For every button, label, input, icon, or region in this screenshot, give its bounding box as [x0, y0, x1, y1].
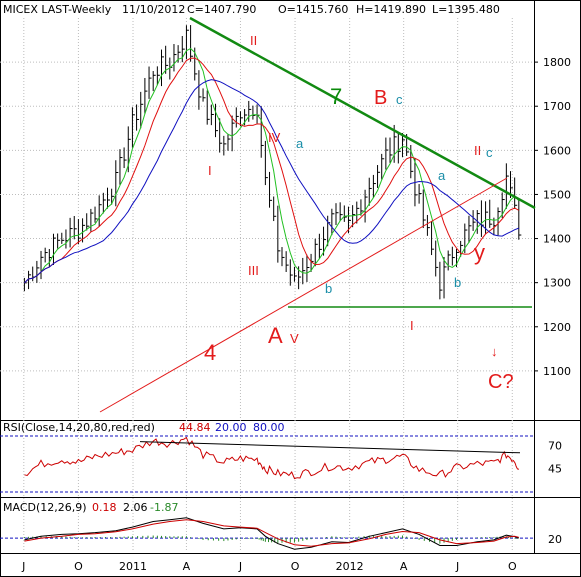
- label-wave-IV: IV: [268, 130, 281, 145]
- header-open: O=1415.760: [278, 3, 348, 16]
- header-high: H=1419.890: [356, 3, 426, 16]
- macd-panel: [0, 517, 534, 550]
- header-symbol: MICEX LAST-Weekly: [3, 3, 112, 16]
- rsi-panel: [0, 435, 534, 493]
- macd-signal-value: 2.06: [123, 501, 148, 514]
- label-arrow-down: ↓: [491, 344, 498, 359]
- label-wave-I-1: I: [208, 163, 212, 178]
- label-wave-A: A: [268, 323, 283, 348]
- x-tick-label: J: [238, 560, 242, 573]
- x-tick-label: J: [21, 560, 25, 573]
- macd-label: MACD(12,26,9): [3, 501, 87, 514]
- label-wave-a-2: a: [438, 168, 446, 183]
- x-tick-label: 2011: [119, 560, 147, 573]
- y-tick-label: 1400: [543, 233, 571, 246]
- macd-y-tick-label: 20: [548, 533, 562, 546]
- label-trend-4: 4: [204, 340, 216, 365]
- macd-hist-value: -1.87: [150, 501, 178, 514]
- header-low: L=1395.480: [432, 3, 500, 16]
- rsi-value: 44.84: [179, 421, 211, 434]
- macd-value: 0.18: [92, 501, 117, 514]
- price-panel: [23, 25, 522, 300]
- rsi-trendline: [139, 441, 521, 454]
- y-tick-label: 1300: [543, 277, 571, 290]
- y-tick-label: 1800: [543, 56, 571, 69]
- rsi-y-tick-label: 70: [548, 439, 562, 452]
- header-date: 11/10/2012: [122, 3, 185, 16]
- label-wave-b-1: b: [325, 281, 332, 296]
- macd-line: [24, 517, 519, 550]
- ma-mid-line: [24, 57, 520, 284]
- macd-signal-line: [24, 519, 519, 547]
- grid-lines: [0, 18, 534, 551]
- rsi-low: 20.00: [215, 421, 247, 434]
- y-tick-label: 1700: [543, 100, 571, 113]
- label-wave-I-2: I: [410, 318, 414, 333]
- x-tick-label: O: [508, 560, 517, 573]
- y-tick-label: 1600: [543, 144, 571, 157]
- rsi-high: 80.00: [253, 421, 285, 434]
- trendline-7: [189, 16, 536, 210]
- label-wave-c-2: c: [486, 145, 493, 160]
- x-tick-label: O: [74, 560, 83, 573]
- label-wave-II-right: II: [474, 143, 481, 158]
- x-tick-label: A: [183, 560, 191, 573]
- label-wave-y: y: [474, 240, 485, 265]
- y-tick-label: 1500: [543, 188, 571, 201]
- rsi-label: RSI(Close,14,20,80,red,red): [3, 421, 155, 434]
- label-wave-II-top: II: [250, 33, 257, 48]
- x-tick-label: 2012: [336, 560, 364, 573]
- label-wave-b-2: b: [454, 275, 461, 290]
- rsi-line: [24, 436, 520, 480]
- axis-labels: J O 2011 A J O 2012 A J O 1100 1200 1300 1400 1500 1600…: [21, 56, 571, 573]
- label-wave-V: V: [290, 331, 299, 346]
- x-tick-label: J: [455, 560, 459, 573]
- label-wave-C-question: C?: [488, 371, 514, 393]
- label-wave-c-1: c: [396, 92, 403, 107]
- y-tick-label: 1100: [543, 365, 571, 378]
- label-trend-7: 7: [330, 84, 342, 109]
- label-wave-III: III: [248, 263, 259, 278]
- x-tick-label: A: [400, 560, 408, 573]
- x-tick-label: O: [291, 560, 300, 573]
- label-wave-a-1: a: [296, 136, 304, 151]
- ma-fast-line: [24, 47, 520, 284]
- trendline-4: [99, 177, 508, 413]
- rsi-y-tick-label: 45: [548, 463, 562, 476]
- label-wave-B: B: [374, 87, 387, 109]
- header-close: C=1407.790: [187, 3, 256, 16]
- y-tick-label: 1200: [543, 321, 571, 334]
- ma-slow-line: [24, 79, 519, 284]
